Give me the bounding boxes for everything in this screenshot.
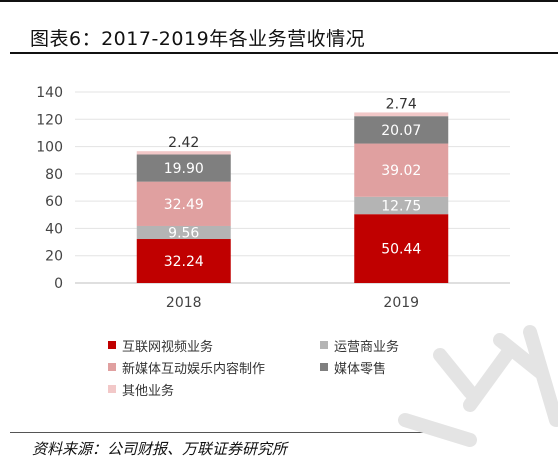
stacked-bar-chart: 0 20 40 60 80 100 120 140 32.24 9.56 32.49 19.90 2.4… bbox=[36, 85, 510, 311]
legend-swatch bbox=[320, 341, 328, 349]
legend-label: 其他业务 bbox=[122, 383, 175, 399]
source-rule bbox=[10, 432, 430, 433]
x-tick-label: 2018 bbox=[166, 295, 202, 311]
legend-label: 运营商业务 bbox=[334, 339, 400, 355]
legend-swatch bbox=[108, 363, 116, 371]
legend-item: 新媒体互动娱乐内容制作 bbox=[108, 358, 320, 377]
data-label: 20.07 bbox=[381, 123, 421, 139]
y-tick-label: 140 bbox=[36, 85, 63, 101]
y-tick-label: 80 bbox=[45, 167, 63, 183]
y-tick-label: 0 bbox=[54, 276, 63, 292]
data-label: 32.49 bbox=[164, 197, 204, 213]
legend-swatch bbox=[320, 363, 328, 371]
bar-segment bbox=[354, 143, 449, 197]
y-tick-label: 20 bbox=[45, 249, 63, 265]
bar-segment bbox=[136, 225, 231, 240]
bar-segment bbox=[354, 196, 449, 215]
bar-segment bbox=[354, 112, 449, 117]
source-note: 资料来源：公司财报、万联证券研究所 bbox=[32, 440, 288, 458]
y-tick-label: 40 bbox=[45, 221, 63, 237]
bar-segment bbox=[136, 154, 231, 182]
legend-label: 互联网视频业务 bbox=[122, 339, 214, 355]
y-tick-label: 100 bbox=[36, 140, 63, 156]
legend-item: 其他业务 bbox=[108, 380, 320, 399]
data-label: 2.74 bbox=[386, 96, 417, 112]
data-label: 50.44 bbox=[381, 242, 421, 258]
bar-segment bbox=[136, 239, 231, 283]
figure-title: 图表6：2017-2019年各业务营收情况 bbox=[30, 28, 366, 50]
legend-item: 媒体零售 bbox=[320, 358, 508, 377]
legend-item: 运营商业务 bbox=[320, 336, 508, 355]
bar-segment bbox=[354, 214, 449, 283]
legend-label: 媒体零售 bbox=[334, 361, 387, 377]
x-tick-label: 2019 bbox=[383, 295, 419, 311]
y-tick-label: 120 bbox=[36, 112, 63, 128]
legend-label: 新媒体互动娱乐内容制作 bbox=[122, 361, 266, 377]
bar-segment bbox=[136, 151, 231, 155]
legend-item: 互联网视频业务 bbox=[108, 336, 320, 355]
legend-swatch bbox=[108, 341, 116, 349]
data-label: 32.24 bbox=[164, 254, 204, 270]
bar-segment bbox=[136, 181, 231, 226]
chart-legend: 互联网视频业务 运营商业务新媒体互动娱乐内容制作 媒体零售其他业务 bbox=[108, 336, 508, 399]
data-label: 9.56 bbox=[168, 225, 199, 241]
bar-segment bbox=[354, 116, 449, 144]
legend-swatch bbox=[108, 385, 116, 393]
title-rule bbox=[10, 52, 558, 54]
data-label: 12.75 bbox=[381, 198, 421, 214]
top-border bbox=[0, 0, 558, 18]
data-label: 39.02 bbox=[381, 163, 421, 179]
y-tick-label: 60 bbox=[45, 194, 63, 210]
data-label: 19.90 bbox=[164, 161, 204, 177]
data-label: 2.42 bbox=[168, 135, 199, 151]
